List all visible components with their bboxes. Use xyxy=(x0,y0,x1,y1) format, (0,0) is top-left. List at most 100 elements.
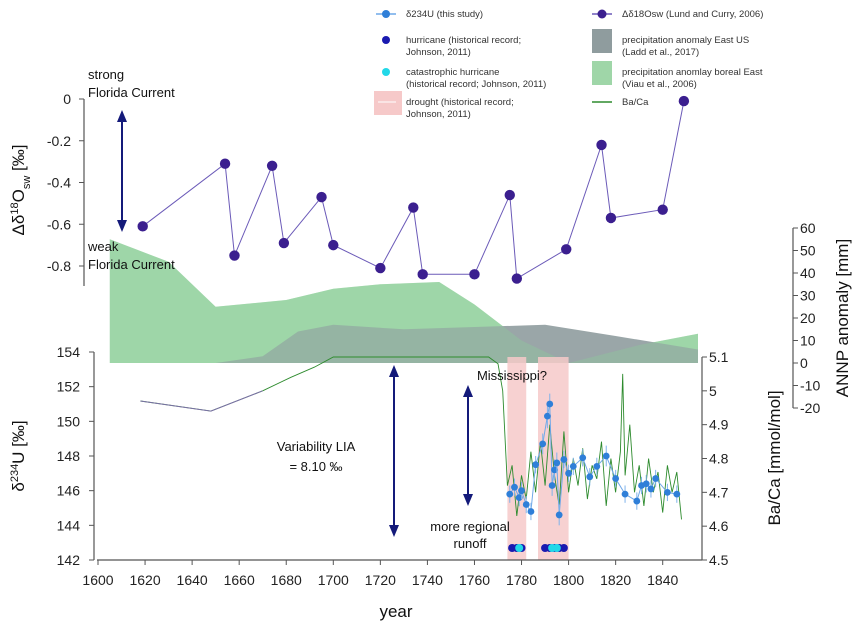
y-axis-title-d18o-part: 18 xyxy=(9,202,21,214)
x-axis-title: year xyxy=(379,602,412,621)
legend-label: (Viau et al., 2006) xyxy=(622,79,697,90)
legend-label: (historical record; Johnson, 2011) xyxy=(406,79,546,90)
legend: δ234U (this study) hurricane (historical … xyxy=(374,9,763,120)
y-tick-label-annp: 50 xyxy=(800,243,816,259)
point-d18o xyxy=(229,250,240,261)
y-tick-label-d18O: 0 xyxy=(63,91,71,107)
point-u234 xyxy=(593,463,601,470)
x-tick-label: 1780 xyxy=(506,572,537,588)
point-u234 xyxy=(673,490,681,498)
x-tick-label: 1820 xyxy=(600,572,631,588)
legend-swatch-dot xyxy=(382,10,390,18)
arrow-lia-variability-head-down xyxy=(389,525,399,537)
y-tick-label-baca: 4.9 xyxy=(709,417,729,433)
y-tick-label-u234: 154 xyxy=(57,344,81,360)
y-tick-label-annp: 0 xyxy=(800,355,808,371)
point-d18o xyxy=(375,262,386,274)
y-axis-title-annp: ANNP anomaly [mm] xyxy=(833,239,852,397)
area-boreal-east xyxy=(109,239,699,363)
point-u234 xyxy=(532,461,540,469)
y-tick-label-annp: 30 xyxy=(800,288,816,304)
x-tick-label: 1660 xyxy=(224,572,255,588)
point-u234 xyxy=(539,440,547,448)
y-tick-label-baca: 4.5 xyxy=(709,552,729,568)
data-series xyxy=(137,95,690,552)
y-tick-label-u234: 150 xyxy=(57,413,81,429)
y-tick-label-baca: 4.8 xyxy=(709,451,729,467)
legend-label: precipitation anomaly East US xyxy=(622,35,749,46)
legend-label: drought (historical record; xyxy=(406,97,514,108)
legend-swatch-dot xyxy=(382,68,390,76)
point-catastrophic-hurricane xyxy=(552,544,561,552)
axes xyxy=(79,98,798,565)
y-axis-title-u234-part: U [‰] xyxy=(9,420,28,463)
y-axis-title-d18o-part: [‰] xyxy=(9,145,28,176)
y-tick-label-d18O: -0.2 xyxy=(47,133,71,149)
tick-labels: 1600 1620 1640 1660 1680 1700 1720 1740 1760 1780… xyxy=(9,91,852,621)
point-d18o xyxy=(511,273,523,284)
point-u234 xyxy=(506,490,514,498)
point-d18o xyxy=(561,244,572,255)
y-axis-title-u234: δ234U [‰] xyxy=(9,420,28,491)
series-u234-line xyxy=(509,403,677,515)
legend-label: Δδ18Osw (Lund and Curry, 2006) xyxy=(622,9,763,20)
y-tick-label-baca: 5.1 xyxy=(709,349,729,365)
x-tick-label: 1700 xyxy=(318,572,349,588)
arrow-lia-variability xyxy=(389,365,399,537)
point-u234 xyxy=(621,490,629,498)
point-u234 xyxy=(652,475,660,482)
legend-label: Ba/Ca xyxy=(622,97,649,108)
annotation-florida-current-strong: Florida Current xyxy=(88,85,175,100)
y-tick-label-annp: 60 xyxy=(800,220,816,236)
legend-item-hurricane: hurricane (historical record;Johnson, 20… xyxy=(382,35,521,58)
legend-item-d18o: Δδ18Osw (Lund and Curry, 2006) xyxy=(592,9,763,20)
x-tick-label: 1620 xyxy=(129,572,160,588)
y-tick-label-annp: 40 xyxy=(800,265,816,281)
legend-label: Johnson, 2011) xyxy=(406,47,471,58)
drought-band-1 xyxy=(507,357,527,560)
point-d18o xyxy=(266,160,278,171)
point-d18o xyxy=(408,202,419,213)
y-axis-title-d18o: Δδ18Osw [‰] xyxy=(9,145,33,236)
point-u234 xyxy=(522,501,530,508)
x-tick-label: 1740 xyxy=(412,572,443,588)
point-d18o xyxy=(657,204,668,215)
point-u234 xyxy=(555,511,563,519)
x-tick-label: 1640 xyxy=(177,572,208,588)
y-tick-label-annp: 20 xyxy=(800,310,816,326)
arrow-florida-current xyxy=(117,110,127,232)
annotation-lia-variability: Variability LIA xyxy=(277,439,356,454)
legend-item-cat: catastrophic hurricane(historical record… xyxy=(382,67,546,90)
legend-swatch-dot xyxy=(382,36,390,44)
y-axis-title-u234-part: 234 xyxy=(9,464,21,482)
legend-label: hurricane (historical record; xyxy=(406,35,521,46)
y-axis-title-d18o-part: sw xyxy=(21,176,33,190)
y-axis-title-d18o-part: O xyxy=(9,189,28,202)
y-tick-label-u234: 144 xyxy=(57,517,81,533)
point-d18o xyxy=(504,189,515,201)
point-d18o xyxy=(316,191,327,203)
y-tick-label-u234: 142 xyxy=(57,552,81,568)
annotation-florida-current-weak: Florida Current xyxy=(88,257,175,272)
point-u234 xyxy=(602,452,610,460)
point-d18o xyxy=(328,239,339,251)
precipitation-fills xyxy=(109,239,699,363)
point-d18o xyxy=(278,237,290,249)
legend-label: δ234U (this study) xyxy=(406,9,483,20)
y-tick-label-baca: 5 xyxy=(709,383,717,399)
point-d18o xyxy=(219,158,231,169)
point-u234 xyxy=(579,454,587,462)
y-tick-label-annp: -20 xyxy=(800,400,820,416)
point-u234 xyxy=(560,456,568,463)
y-tick-label-d18O: -0.6 xyxy=(47,216,71,232)
y-axis-title-d18o-part: Δδ xyxy=(9,215,28,236)
legend-item-u234: δ234U (this study) xyxy=(376,9,483,20)
x-tick-label: 1600 xyxy=(82,572,113,588)
arrow-mississippi-head-up xyxy=(463,385,473,397)
point-u234 xyxy=(647,485,655,493)
legend-label: catastrophic hurricane xyxy=(406,67,499,78)
area-boreal-east-overlay xyxy=(109,239,699,363)
point-u234 xyxy=(546,400,554,408)
annotation-regional-runoff: more regional xyxy=(430,519,510,534)
y-axis-title-u234-part: δ xyxy=(9,482,28,491)
